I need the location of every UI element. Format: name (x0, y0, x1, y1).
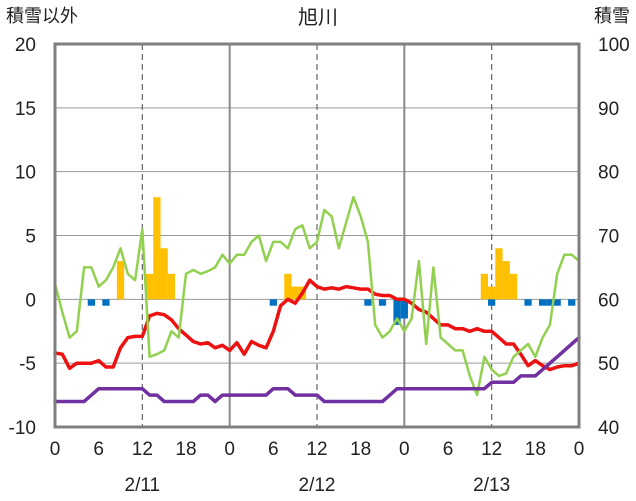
hour-tick-label: 6 (268, 439, 279, 460)
left-tick-label: 20 (15, 35, 36, 56)
right-tick-label: 100 (598, 35, 630, 56)
right-tick-label: 40 (598, 418, 619, 439)
left-axis-label: 積雪以外 (6, 6, 78, 26)
snowfall-bar (284, 273, 292, 300)
depth-change-bar (269, 299, 277, 306)
hour-tick-label: 12 (132, 439, 153, 460)
line-layer (53, 195, 581, 404)
hour-tick-label: 18 (175, 439, 196, 460)
snowfall-bar (495, 248, 503, 300)
day-label: 2/12 (299, 475, 336, 496)
day-label: 2/13 (473, 475, 510, 496)
depth-change-bar (393, 299, 401, 325)
snowfall-bar (116, 261, 125, 300)
depth-change-bar (546, 299, 554, 306)
left-tick-label: -10 (9, 418, 36, 439)
snowfall-bar (480, 273, 489, 300)
left-tick-label: 10 (15, 163, 36, 184)
hour-tick-label: 6 (443, 439, 454, 460)
hour-tick-label: 18 (350, 439, 371, 460)
snowfall-bar (145, 273, 154, 300)
right-axis-label: 積雪 (594, 6, 630, 26)
depth-change-bar (400, 299, 408, 319)
hour-tick-label: 0 (224, 439, 235, 460)
snowfall-bar (502, 261, 510, 300)
hour-tick-label: 0 (399, 439, 410, 460)
right-tick-label: 90 (598, 99, 619, 120)
snowfall-bar (291, 286, 299, 300)
depth-change-bar (87, 299, 96, 306)
hour-tick-label: 0 (50, 439, 61, 460)
depth-change-bar (488, 299, 496, 306)
hour-tick-label: 0 (574, 439, 585, 460)
hour-tick-label: 12 (481, 439, 502, 460)
hour-tick-label: 18 (525, 439, 546, 460)
depth-change-bar (102, 299, 110, 306)
snowfall-bar (153, 197, 161, 300)
right-tick-label: 80 (598, 163, 619, 184)
right-tick-label: 50 (598, 354, 619, 375)
left-tick-label: 15 (15, 99, 36, 120)
hour-tick-label: 12 (306, 439, 327, 460)
chart-title: 旭川 (298, 6, 338, 29)
hour-tick-label: 6 (93, 439, 104, 460)
depth-change-bar (364, 299, 372, 306)
left-tick-label: 5 (25, 227, 36, 248)
day-label: 2/11 (125, 475, 161, 496)
plot-frame (53, 42, 581, 429)
snowfall-bar (509, 273, 518, 300)
left-tick-label: 0 (25, 290, 36, 311)
depth-change-bar (553, 299, 561, 306)
right-tick-label: 60 (598, 290, 619, 311)
red-series-line (53, 278, 581, 372)
snowfall-bar (160, 248, 168, 300)
right-tick-label: 70 (598, 227, 619, 248)
depth-change-bar (378, 299, 387, 306)
green-series-line (53, 195, 581, 397)
depth-change-bar (524, 299, 532, 306)
left-tick-label: -5 (19, 354, 36, 375)
snowfall-bar (167, 273, 176, 300)
snowfall-bar (488, 286, 496, 300)
depth-change-bar (538, 299, 547, 306)
purple-series-line (53, 335, 581, 404)
depth-change-bar (568, 299, 576, 306)
